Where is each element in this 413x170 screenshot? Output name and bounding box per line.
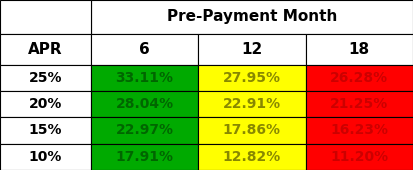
Bar <box>306 65 413 91</box>
Bar <box>198 91 306 117</box>
Text: 10%: 10% <box>29 150 62 164</box>
Bar <box>0 91 91 117</box>
Text: 25%: 25% <box>28 71 62 85</box>
Bar <box>0 117 91 144</box>
Text: 26.28%: 26.28% <box>330 71 388 85</box>
Text: 27.95%: 27.95% <box>223 71 281 85</box>
Bar <box>91 65 198 91</box>
Bar <box>198 34 306 65</box>
Bar <box>198 65 306 91</box>
Bar <box>306 34 413 65</box>
Bar <box>91 0 413 34</box>
Text: 28.04%: 28.04% <box>116 97 173 111</box>
Text: 22.97%: 22.97% <box>116 123 173 138</box>
Text: 33.11%: 33.11% <box>116 71 173 85</box>
Bar <box>0 65 91 91</box>
Bar <box>198 117 306 144</box>
Text: 12.82%: 12.82% <box>223 150 281 164</box>
Bar <box>198 144 306 170</box>
Text: 21.25%: 21.25% <box>330 97 389 111</box>
Text: 15%: 15% <box>28 123 62 138</box>
Text: APR: APR <box>28 42 63 57</box>
Bar <box>91 144 198 170</box>
Text: 20%: 20% <box>29 97 62 111</box>
Text: Pre-Payment Month: Pre-Payment Month <box>167 10 337 24</box>
Bar <box>91 91 198 117</box>
Bar <box>0 144 91 170</box>
Text: 17.91%: 17.91% <box>116 150 173 164</box>
Bar <box>0 0 91 34</box>
Bar <box>306 144 413 170</box>
Bar <box>306 117 413 144</box>
Text: 11.20%: 11.20% <box>330 150 388 164</box>
Text: 12: 12 <box>241 42 263 57</box>
Bar <box>91 117 198 144</box>
Text: 6: 6 <box>139 42 150 57</box>
Text: 18: 18 <box>349 42 370 57</box>
Bar <box>91 34 198 65</box>
Bar <box>306 91 413 117</box>
Bar <box>0 34 91 65</box>
Text: 16.23%: 16.23% <box>330 123 388 138</box>
Text: 22.91%: 22.91% <box>223 97 281 111</box>
Text: 17.86%: 17.86% <box>223 123 281 138</box>
